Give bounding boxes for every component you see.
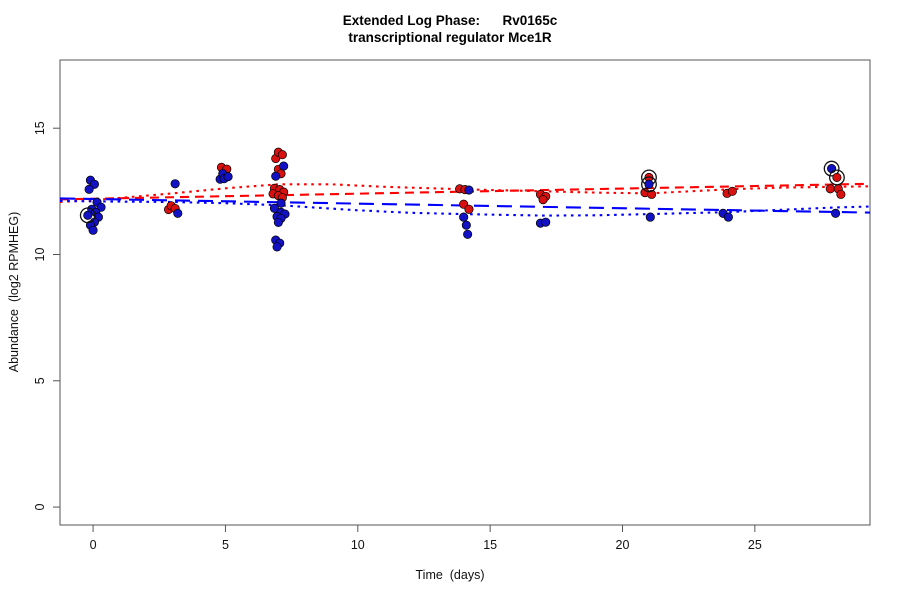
plot-frame: [59, 59, 871, 526]
chart-title-line1: Extended Log Phase: Rv0165c: [342, 13, 558, 28]
x-tick-label: 10: [351, 538, 365, 552]
data-point-blue: [541, 217, 551, 227]
data-point-red: [647, 189, 657, 199]
data-point-blue: [461, 220, 471, 230]
data-point-red: [727, 186, 737, 196]
data-point-red: [836, 189, 846, 199]
highlighted-data-point-red: [832, 172, 842, 182]
x-axis-label: Time (days): [415, 568, 485, 582]
data-point-red: [277, 150, 287, 160]
data-point-blue: [269, 203, 279, 213]
data-point-blue: [271, 171, 281, 181]
data-point-blue: [279, 161, 289, 171]
x-tick-label: 15: [483, 538, 497, 552]
data-point-blue: [272, 242, 282, 252]
data-point-blue: [170, 179, 180, 189]
x-tick-label: 5: [222, 538, 229, 552]
data-point-blue: [84, 184, 94, 194]
y-tick-label: 5: [33, 377, 47, 384]
highlighted-data-point-blue: [644, 179, 654, 189]
highlight-ring: [823, 160, 840, 177]
y-tick-label: 15: [33, 121, 47, 135]
data-point-blue: [831, 208, 841, 218]
data-point-blue: [273, 217, 283, 227]
x-tick-label: 20: [616, 538, 630, 552]
data-point-blue: [276, 198, 286, 208]
highlight-ring: [828, 169, 845, 186]
highlighted-data-point-blue: [83, 210, 93, 220]
data-point-blue: [464, 185, 474, 195]
x-tick-label: 25: [748, 538, 762, 552]
data-point-blue: [173, 208, 183, 218]
highlight-ring: [79, 207, 96, 224]
data-point-blue: [723, 212, 733, 222]
y-tick-label: 0: [33, 504, 47, 511]
data-point-blue: [223, 172, 233, 182]
data-point-red: [464, 204, 474, 214]
data-point-blue: [645, 212, 655, 222]
data-point-red: [825, 184, 835, 194]
highlight-ring: [641, 176, 657, 193]
y-axis-label: Abundance (log2 RPMHEG): [7, 211, 21, 373]
data-point-blue: [88, 225, 98, 235]
x-tick-label: 0: [90, 538, 97, 552]
chart-title-line2: transcriptional regulator Mce1R: [348, 30, 552, 45]
data-point-blue: [463, 229, 473, 239]
y-tick-label: 10: [33, 247, 47, 261]
data-point-red: [538, 195, 548, 205]
data-point-blue: [459, 212, 469, 222]
